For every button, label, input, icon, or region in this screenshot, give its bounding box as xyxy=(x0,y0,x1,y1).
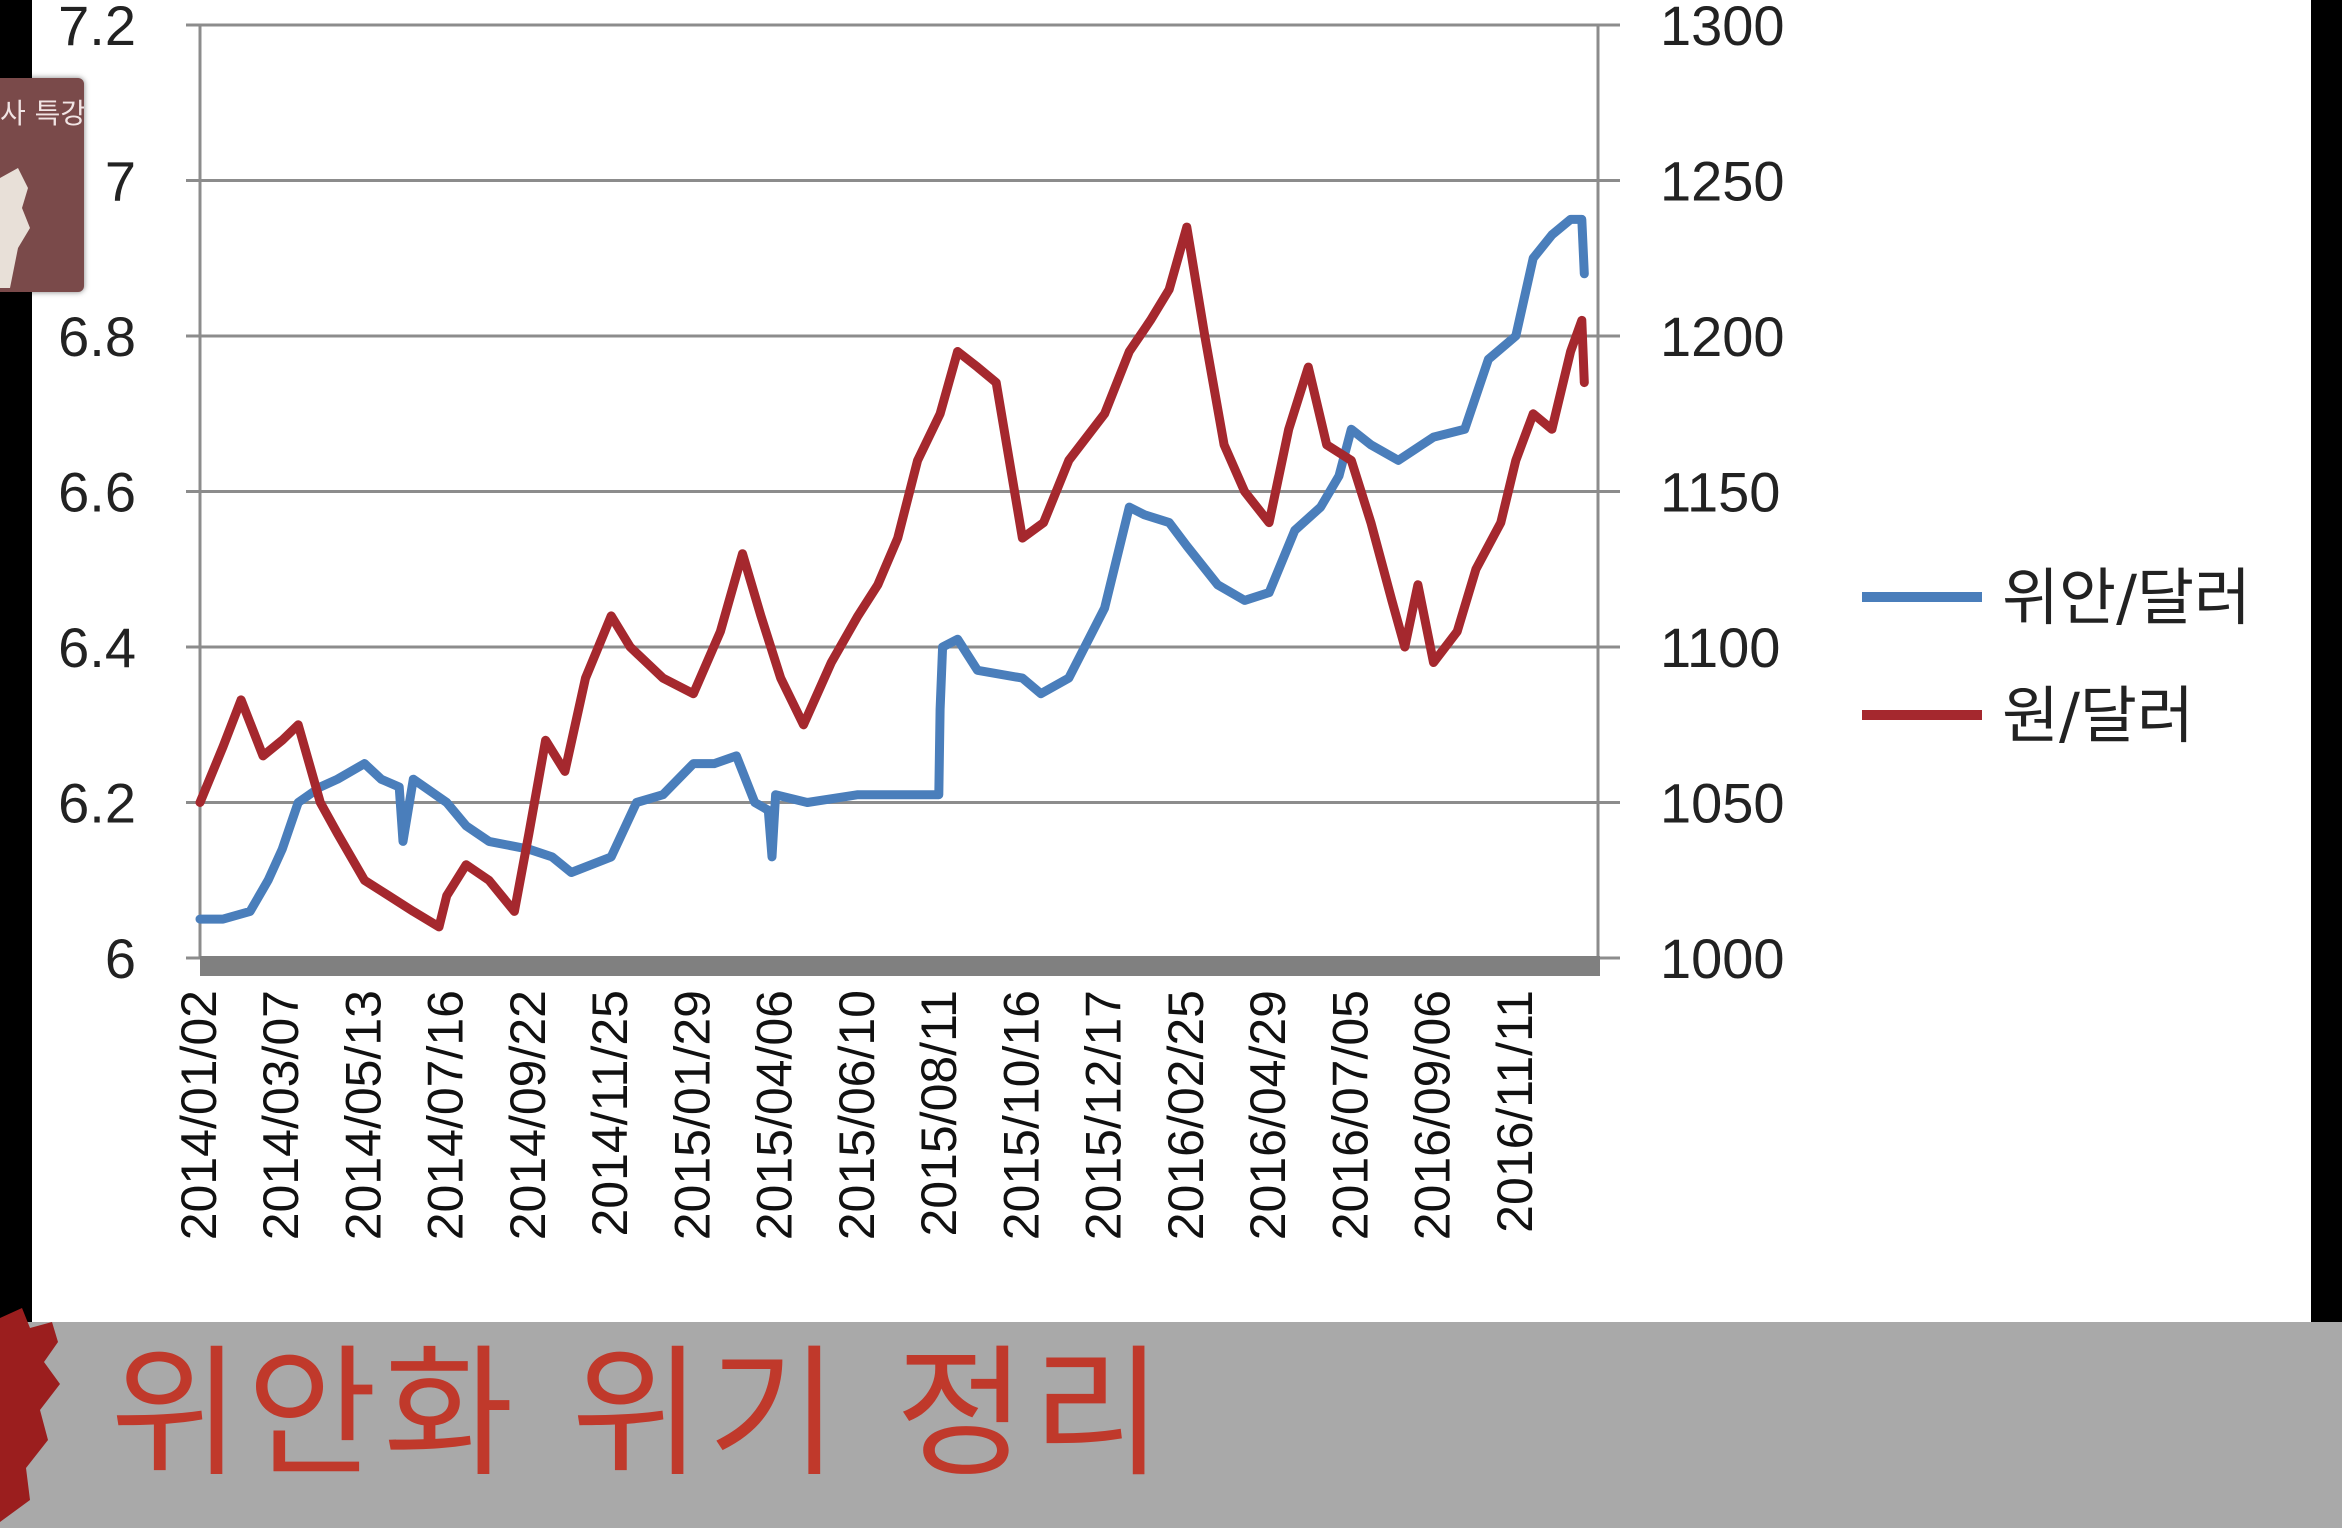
x-tick-label: 2016/11/11 xyxy=(1487,990,1543,1233)
chart-panel: 6 6.2 6.4 6.6 6.8 7 7.2 1000 1050 1100 1150 1200 125… xyxy=(32,0,2311,1322)
gridlines xyxy=(186,23,1620,960)
exchange-rate-chart: 6 6.2 6.4 6.6 6.8 7 7.2 1000 1050 1100 1150 1200 125… xyxy=(58,0,2251,1240)
y-right-tick-label: 1000 xyxy=(1660,927,1785,990)
x-tick-label: 2016/07/05 xyxy=(1322,990,1378,1240)
y-left-tick-label: 6.2 xyxy=(58,772,136,835)
legend-label: 원/달러 xyxy=(2002,679,2194,752)
map-silhouette-icon xyxy=(0,1308,60,1522)
x-tick-label: 2014/03/07 xyxy=(253,990,309,1240)
x-tick-label: 2014/11/25 xyxy=(582,990,638,1237)
y-right-tick-label: 1050 xyxy=(1660,772,1785,835)
caption-title: 위안화 위기 정리 xyxy=(110,1332,1169,1497)
y-left-tick-label: 6.6 xyxy=(58,461,136,524)
legend: 위안/달러원/달러 xyxy=(1862,561,2251,752)
portrait-icon xyxy=(0,168,30,288)
y-left-tick-label: 6 xyxy=(105,927,136,990)
legend-label: 위안/달러 xyxy=(2002,561,2251,634)
y-right-tick-label: 1300 xyxy=(1660,0,1785,57)
x-axis-band xyxy=(200,956,1600,976)
x-tick-label: 2014/01/02 xyxy=(171,990,227,1240)
y-right-tick-label: 1200 xyxy=(1660,305,1785,368)
x-tick-label: 2015/01/29 xyxy=(664,990,720,1240)
y-right-tick-label: 1100 xyxy=(1660,616,1780,679)
x-tick-label: 2015/04/06 xyxy=(747,990,803,1240)
badge-label: 사 특강 xyxy=(0,97,84,130)
x-tick-label: 2016/02/25 xyxy=(1158,990,1214,1240)
x-tick-label: 2016/09/06 xyxy=(1405,990,1461,1240)
caption-bar xyxy=(0,1322,2342,1528)
y-left-tick-label: 6.8 xyxy=(58,305,136,368)
axes: 6 6.2 6.4 6.6 6.8 7 7.2 1000 1050 1100 1150 1200 125… xyxy=(58,0,1784,1240)
y-left-tick-label: 6.4 xyxy=(58,616,136,679)
x-tick-label: 2014/09/22 xyxy=(500,990,556,1240)
series-line xyxy=(195,222,1589,932)
x-tick-label: 2014/05/13 xyxy=(335,990,391,1240)
x-tick-label: 2014/07/16 xyxy=(418,990,474,1240)
x-tick-label: 2015/12/17 xyxy=(1076,990,1132,1240)
x-tick-label: 2016/04/29 xyxy=(1240,990,1296,1240)
x-tick-label: 2015/10/16 xyxy=(993,990,1049,1240)
x-tick-label: 2015/08/11 xyxy=(911,990,967,1237)
y-right-tick-label: 1150 xyxy=(1660,461,1780,524)
y-right-tick-label: 1250 xyxy=(1660,150,1785,213)
y-left-tick-label: 7.2 xyxy=(58,0,136,57)
series-line xyxy=(195,214,1589,924)
x-tick-label: 2015/06/10 xyxy=(829,990,885,1240)
series-lines xyxy=(195,214,1589,932)
y-left-tick-label: 7 xyxy=(105,150,136,213)
channel-badge: 사 특강 xyxy=(0,78,84,292)
